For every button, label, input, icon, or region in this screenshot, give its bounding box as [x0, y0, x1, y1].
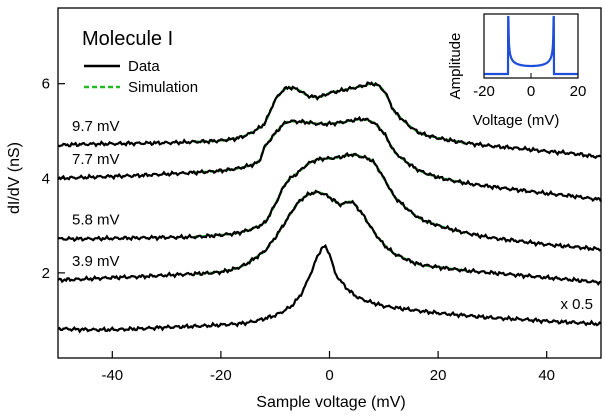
chart-title: Molecule I — [82, 28, 173, 50]
inset-x-axis-label: Voltage (mV) — [473, 112, 560, 129]
inset-x-tick-label: -20 — [473, 83, 495, 100]
y-axis-label: dI/dV (nS) — [6, 142, 23, 214]
y-tick-label: 4 — [42, 170, 50, 187]
y-tick-label: 2 — [42, 265, 50, 282]
inset-x-tick-label: 0 — [527, 83, 535, 100]
simulation-curve — [193, 153, 466, 239]
x-axis-label: Sample voltage (mV) — [256, 394, 405, 411]
inset-y-axis-label: Amplitude — [447, 33, 464, 100]
x-tick-label: -20 — [210, 367, 232, 384]
main-plot: -40 -20 0 20 40 2 4 6 9.7 mV 7.7 mV 5.8 mV 3.9 mV… — [6, 7, 602, 411]
curve-label: 7.7 mV — [72, 151, 120, 168]
curve-label: x 0.5 — [560, 296, 593, 313]
inset-plot: -20 0 20 Voltage (mV) Amplitude — [447, 13, 586, 129]
legend-simulation-label: Simulation — [128, 79, 198, 96]
inset-curve — [484, 15, 578, 76]
y-tick-label: 6 — [42, 76, 50, 93]
data-curve — [57, 151, 602, 252]
inset-ticks: -20 0 20 — [473, 73, 586, 100]
data-curve — [57, 81, 602, 159]
simulation-curves — [193, 82, 466, 275]
legend-data-label: Data — [128, 58, 160, 75]
data-curve — [57, 115, 602, 203]
data-curve — [57, 189, 602, 286]
legend: Data Simulation — [84, 58, 198, 96]
inset-frame — [483, 13, 579, 79]
x-ticks: -40 -20 0 20 40 — [101, 351, 555, 384]
curve-label: 9.7 mV — [72, 118, 120, 135]
x-tick-label: -40 — [101, 367, 123, 384]
inset-x-tick-label: 20 — [570, 83, 587, 100]
curve-label: 3.9 mV — [72, 253, 120, 270]
x-tick-label: 0 — [325, 367, 333, 384]
data-curves — [57, 81, 602, 334]
curve-labels: 9.7 mV 7.7 mV 5.8 mV 3.9 mV x 0.5 — [72, 118, 593, 313]
x-tick-label: 40 — [538, 367, 555, 384]
x-tick-label: 20 — [430, 367, 447, 384]
data-curve — [57, 243, 602, 334]
curve-label: 5.8 mV — [72, 212, 120, 229]
